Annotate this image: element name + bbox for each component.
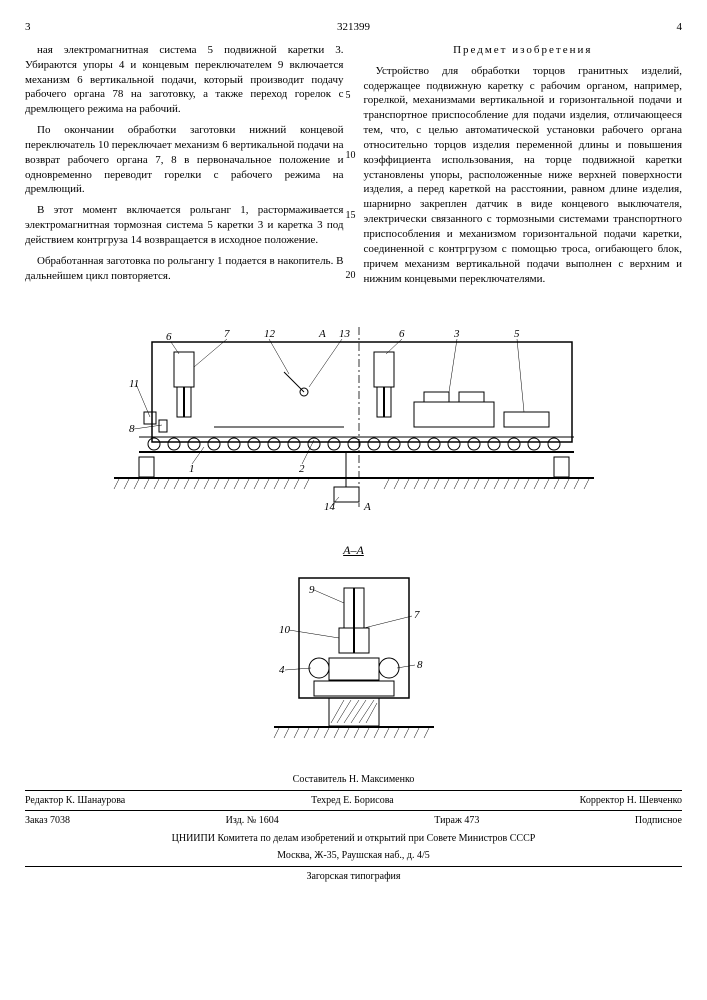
label-3: 3 bbox=[453, 328, 460, 340]
label-1: 1 bbox=[189, 463, 195, 475]
figure-container: 6 7 12 A 13 6 3 5 11 8 1 bbox=[25, 312, 682, 753]
right-paragraph-1: Устройство для обработки торцов гранитны… bbox=[364, 64, 683, 287]
line-marker-10: 10 bbox=[346, 149, 356, 163]
section-label-7: 7 bbox=[414, 609, 420, 621]
label-7: 7 bbox=[224, 328, 230, 340]
label-5: 5 bbox=[514, 328, 520, 340]
footer-compiler: Составитель Н. Максименко bbox=[25, 773, 682, 787]
page-number-right: 4 bbox=[642, 20, 682, 35]
label-12: 12 bbox=[264, 328, 276, 340]
section-figure: 9 10 4 7 8 bbox=[269, 568, 439, 753]
left-paragraph-1: ная электромагнитная система 5 подвижной… bbox=[25, 43, 344, 117]
footer-order: Заказ 7038 bbox=[25, 814, 70, 828]
footer-printer-row: Загорская типография bbox=[25, 866, 682, 884]
footer-tech: Техред Е. Борисова bbox=[311, 794, 394, 808]
footer-circulation: Тираж 473 bbox=[434, 814, 479, 828]
line-marker-15: 15 bbox=[346, 209, 356, 223]
section-label-4: 4 bbox=[279, 664, 285, 676]
header-row: 3 321399 4 bbox=[25, 20, 682, 35]
section-label: A–A bbox=[25, 542, 682, 558]
footer-publication-row: Заказ 7038 Изд. № 1604 Тираж 473 Подписн… bbox=[25, 810, 682, 828]
footer-org: ЦНИИПИ Комитета по делам изобретений и о… bbox=[25, 832, 682, 846]
footer-edition: Изд. № 1604 bbox=[226, 814, 279, 828]
left-paragraph-3: В этот момент включается рольганг 1, рас… bbox=[25, 203, 344, 248]
footer-corrector: Корректор Н. Шевченко bbox=[580, 794, 682, 808]
section-view-container: A–A bbox=[25, 542, 682, 753]
left-column: ная электромагнитная система 5 подвижной… bbox=[25, 43, 344, 293]
line-marker-5: 5 bbox=[346, 89, 351, 103]
document-number: 321399 bbox=[65, 20, 642, 35]
line-marker-20: 20 bbox=[346, 269, 356, 283]
label-A-top: A bbox=[318, 328, 326, 340]
label-6-right: 6 bbox=[399, 328, 405, 340]
footer-editor: Редактор К. Шанаурова bbox=[25, 794, 125, 808]
label-2: 2 bbox=[299, 463, 305, 475]
footer-printer: Загорская типография bbox=[306, 870, 400, 884]
left-paragraph-4: Обработанная заготовка по рольгангу 1 по… bbox=[25, 254, 344, 284]
section-label-10: 10 bbox=[279, 624, 291, 636]
label-13: 13 bbox=[339, 328, 351, 340]
page-number-left: 3 bbox=[25, 20, 65, 35]
claims-title: Предмет изобретения bbox=[364, 43, 683, 58]
label-A-bottom: A bbox=[363, 501, 371, 512]
main-figure: 6 7 12 A 13 6 3 5 11 8 1 bbox=[104, 312, 604, 517]
footer-address: Москва, Ж-35, Раушская наб., д. 4/5 bbox=[25, 849, 682, 863]
footer: Составитель Н. Максименко Редактор К. Ша… bbox=[25, 773, 682, 883]
footer-subscription: Подписное bbox=[635, 814, 682, 828]
left-paragraph-2: По окончании обработки заготовки нижний … bbox=[25, 123, 344, 197]
text-columns: ная электромагнитная система 5 подвижной… bbox=[25, 43, 682, 293]
section-label-8: 8 bbox=[417, 659, 423, 671]
right-column: 5 10 15 20 Предмет изобретения Устройств… bbox=[364, 43, 683, 293]
footer-credits-row: Редактор К. Шанаурова Техред Е. Борисова… bbox=[25, 790, 682, 808]
label-6-left: 6 bbox=[166, 331, 172, 343]
